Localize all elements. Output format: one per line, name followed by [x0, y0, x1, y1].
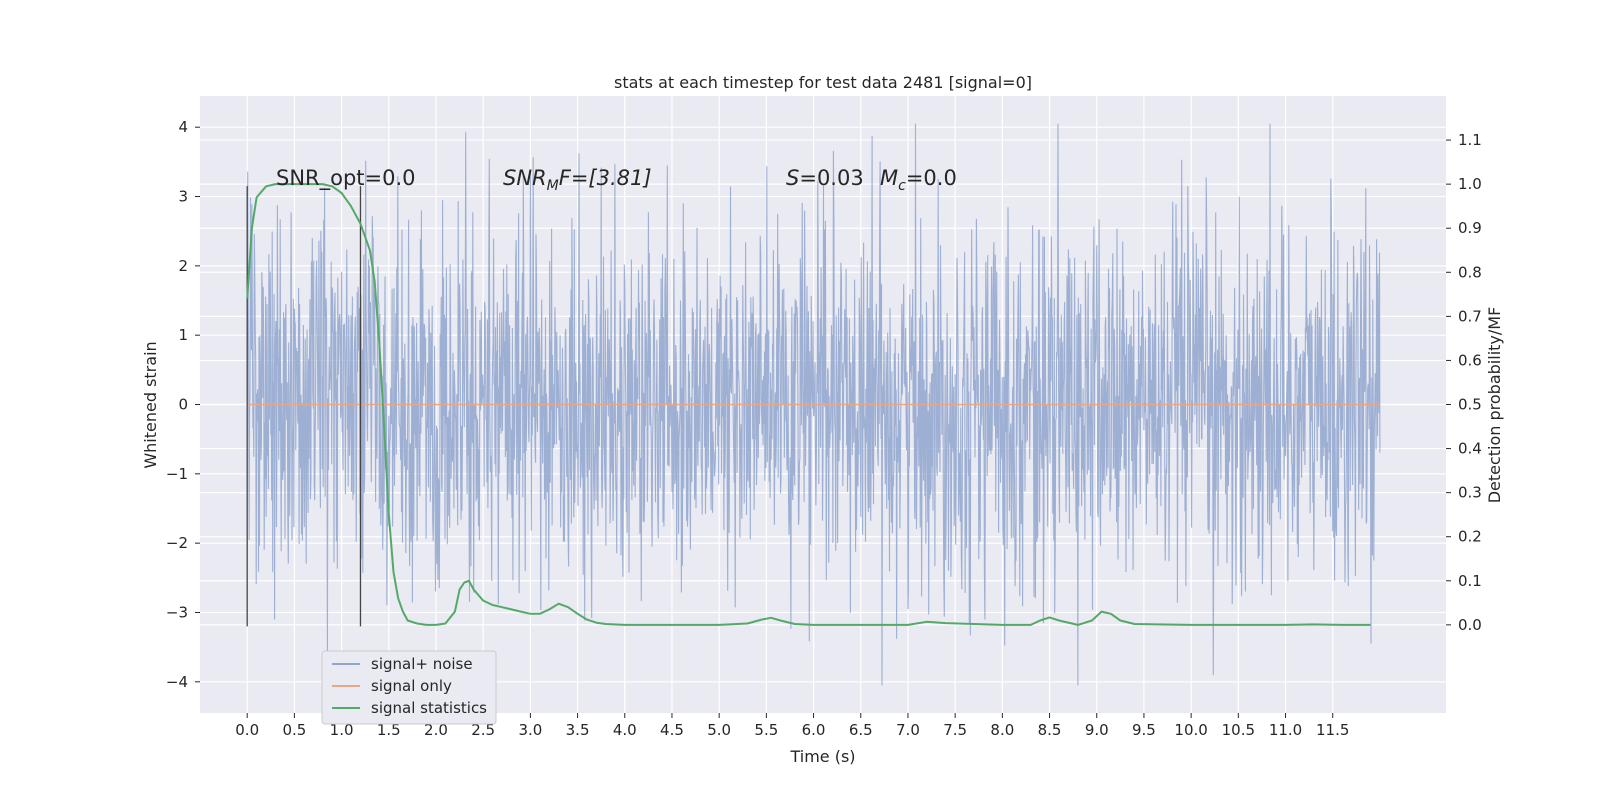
x-tick-label: 8.5	[1038, 721, 1062, 739]
annotation-snr-opt: SNR_opt=0.0	[276, 166, 416, 191]
annotation-mc: Mc=0.0	[880, 166, 957, 194]
y-tick-label: 1	[178, 326, 188, 344]
y-right-tick-label: 0.6	[1458, 351, 1482, 369]
x-tick-label: 10.0	[1174, 721, 1207, 739]
annotation-snr-mf: SNRMF=[3.81]	[503, 166, 652, 194]
y-right-tick-label: 0.9	[1458, 219, 1482, 237]
legend-box	[321, 650, 497, 725]
y-right-tick-label: 0.5	[1458, 396, 1482, 414]
y-right-axis-label: Detection probability/MF	[1485, 307, 1504, 504]
y-right-tick-label: 1.0	[1458, 175, 1482, 193]
y-right-axis-ticks: 0.0 0.1 0.2 0.3 0.4 0.5 0.6 0.7 0.8 0.9 1.0 1.1	[1446, 131, 1482, 634]
y-tick-label: 2	[178, 257, 188, 275]
x-tick-label: 0.5	[282, 721, 306, 739]
y-right-tick-label: 0.3	[1458, 484, 1482, 502]
x-tick-label: 7.0	[896, 721, 920, 739]
x-tick-label: 9.0	[1085, 721, 1109, 739]
x-axis-label: Time (s)	[789, 747, 855, 766]
y-tick-label: −1	[166, 465, 188, 483]
y-tick-label: 0	[178, 396, 188, 414]
x-tick-label: 6.0	[802, 721, 826, 739]
legend-label-signal-statistics: signal statistics	[371, 699, 487, 717]
x-tick-label: 8.0	[990, 721, 1014, 739]
vertical-markers	[246, 186, 362, 627]
x-tick-label: 4.0	[613, 721, 637, 739]
x-tick-label: 11.0	[1269, 721, 1302, 739]
x-tick-label: 3.5	[566, 721, 590, 739]
series-line-signal-plus-noise	[246, 123, 1381, 686]
y-axis-label: Whitened strain	[141, 341, 160, 468]
y-right-tick-label: 0.8	[1458, 263, 1482, 281]
x-tick-label: 11.5	[1316, 721, 1349, 739]
x-tick-label: 5.5	[754, 721, 778, 739]
y-tick-label: 3	[178, 188, 188, 206]
legend: signal+ noise signal only signal statist…	[321, 650, 497, 725]
x-tick-label: 6.5	[849, 721, 873, 739]
series-line-signal-statistics	[246, 183, 1371, 626]
y-right-tick-label: 0.4	[1458, 440, 1482, 458]
x-tick-label: 2.5	[471, 721, 495, 739]
x-tick-label: 5.0	[707, 721, 731, 739]
chart-title: stats at each timestep for test data 248…	[614, 73, 1032, 92]
legend-label-signal-only: signal only	[371, 677, 452, 695]
x-tick-label: 1.5	[377, 721, 401, 739]
y-right-tick-label: 0.1	[1458, 572, 1482, 590]
series-signal-plus-noise	[246, 123, 1381, 686]
annotation-s: S=0.03	[786, 166, 864, 190]
y-tick-label: −3	[166, 603, 188, 621]
y-right-tick-label: 0.2	[1458, 528, 1482, 546]
series-signal-statistics	[246, 183, 1371, 626]
y-right-tick-label: 0.7	[1458, 307, 1482, 325]
y-right-tick-label: 1.1	[1458, 131, 1482, 149]
x-tick-label: 4.5	[660, 721, 684, 739]
x-tick-label: 9.5	[1132, 721, 1156, 739]
x-tick-label: 7.5	[943, 721, 967, 739]
x-tick-label: 2.0	[424, 721, 448, 739]
annotations: SNR_opt=0.0 SNRMF=[3.81] S=0.03 Mc=0.0	[276, 166, 957, 194]
x-tick-label: 3.0	[518, 721, 542, 739]
y-tick-label: −2	[166, 534, 188, 552]
y-tick-label: −4	[166, 673, 188, 691]
y-tick-label: 4	[178, 118, 188, 136]
x-tick-label: 10.5	[1222, 721, 1255, 739]
x-tick-label: 1.0	[330, 721, 354, 739]
y-axis-ticks: −4 −3 −2 −1 0 1 2 3 4	[166, 118, 200, 691]
x-axis-ticks: 0.0 0.5 1.0 1.5 2.0 2.5 3.0 3.5 4.0 4.5 5.0 5.5 6.0 6…	[235, 713, 1349, 739]
y-right-tick-label: 0.0	[1458, 616, 1482, 634]
legend-label-signal-plus-noise: signal+ noise	[371, 655, 473, 673]
x-tick-label: 0.0	[235, 721, 259, 739]
